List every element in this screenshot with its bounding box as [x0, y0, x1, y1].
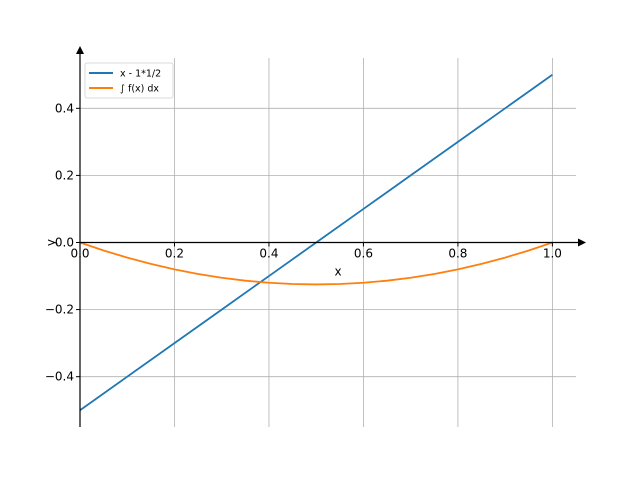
x-tick-label-4: 0.8 — [448, 247, 467, 261]
x-tick-label-5: 1.0 — [543, 247, 562, 261]
y-tick-label-0: −0.4 — [45, 370, 74, 384]
legend-label-series-1: x - 1*1/2 — [120, 69, 161, 80]
axes — [76, 46, 586, 427]
legend: x - 1*1/2 ∫ f(x) dx — [84, 62, 174, 99]
y-tick-label-3: 0.2 — [55, 168, 74, 182]
x-tick-label-1: 0.2 — [165, 247, 184, 261]
y-tick-label-2: 0.0 — [55, 236, 74, 250]
legend-box — [84, 62, 174, 99]
y-tick-label-4: 0.4 — [55, 101, 74, 115]
y-axis-arrow-icon — [76, 46, 84, 54]
x-axis-label: x — [334, 265, 341, 279]
x-tick-label-2: 0.4 — [259, 247, 278, 261]
legend-label-series-2: ∫ f(x) dx — [120, 84, 159, 95]
y-tick-label-1: −0.2 — [45, 303, 74, 317]
x-axis-arrow-icon — [578, 238, 586, 247]
series-line-2 — [79, 241, 553, 286]
ticks: 0.0 0.2 0.4 0.6 0.8 1.0 −0.4 −0.2 0.0 0.2 0.4 — [45, 101, 562, 383]
y-axis-label: y — [44, 239, 58, 246]
x-tick-label-3: 0.6 — [354, 247, 373, 261]
x-tick-label-0: 0.0 — [70, 247, 89, 261]
